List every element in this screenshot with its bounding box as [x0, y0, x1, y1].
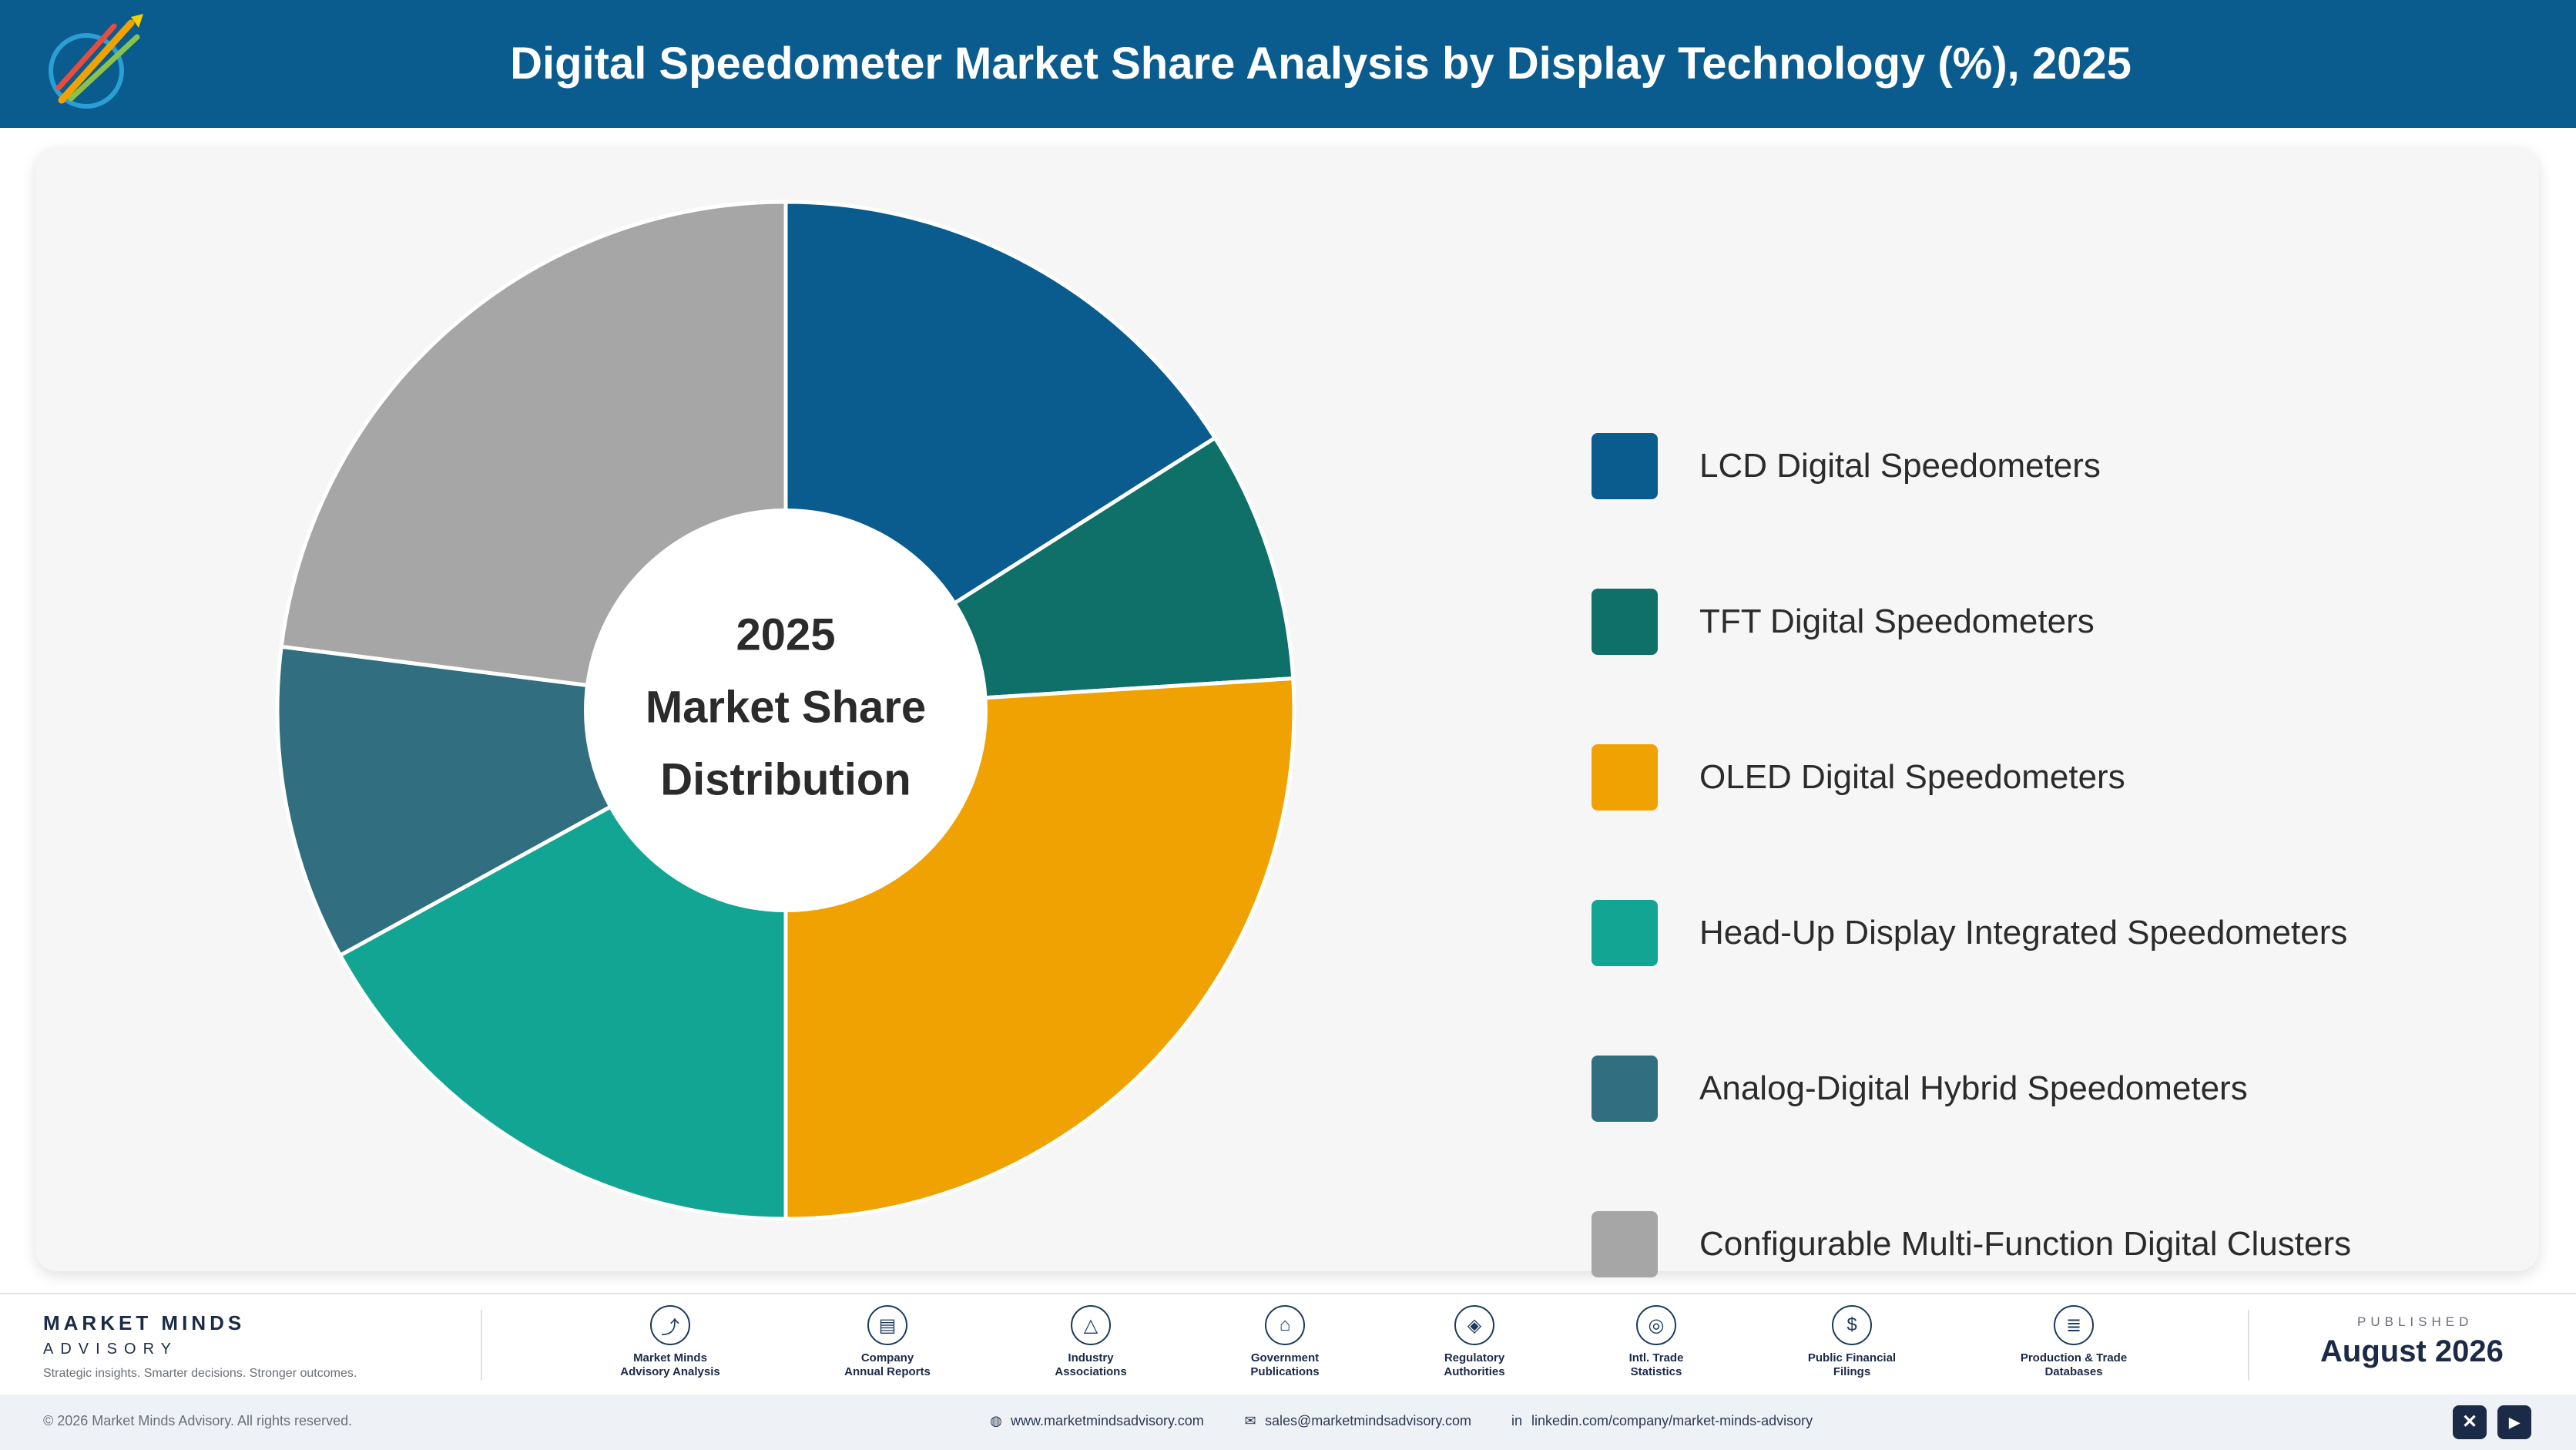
globe-icon: ◍ [990, 1413, 1002, 1428]
database-icon: ≣ [2054, 1305, 2094, 1345]
legend-item[interactable]: Configurable Multi-Function Digital Clus… [1592, 1211, 2516, 1279]
legend-label: TFT Digital Speedometers [1699, 602, 2095, 640]
source-item: $ Public Financial Filings [1783, 1305, 1921, 1379]
legend-item[interactable]: Head-Up Display Integrated Speedometers [1592, 900, 2516, 968]
source-label: Intl. Trade Statistics [1628, 1351, 1684, 1378]
divider [2248, 1310, 2249, 1381]
email-text: sales@marketmindsadvisory.com [1265, 1413, 1472, 1428]
center-label-line: Distribution [660, 754, 911, 804]
trend-line-icon: ⤴ [650, 1305, 690, 1345]
linkedin-icon: in [1511, 1413, 1522, 1428]
legend-label: Head-Up Display Integrated Speedometers [1699, 914, 2348, 952]
center-label-line: 2025 [736, 609, 835, 660]
x-social-icon[interactable]: ✕ [2453, 1405, 2487, 1439]
published-date: August 2026 [2320, 1334, 2504, 1368]
source-label: Market Minds Advisory Analysis [620, 1351, 720, 1378]
shield-icon: ◈ [1454, 1305, 1494, 1345]
page-title: Digital Speedometer Market Share Analysi… [510, 39, 2132, 89]
copyright-text: © 2026 Market Minds Advisory. All rights… [43, 1413, 353, 1428]
network-icon: △ [1071, 1305, 1111, 1345]
website-link[interactable]: ◍ www.marketmindsadvisory.com [988, 1413, 1204, 1429]
pie-chart: 2025 Market Share Distribution [275, 200, 1296, 1221]
legend-swatch [1592, 1056, 1658, 1122]
chart-card: 2025 Market Share Distribution LCD Digital… [35, 146, 2539, 1277]
globe-icon: ◎ [1636, 1305, 1676, 1345]
legend-label: Configurable Multi-Function Digital Clus… [1699, 1225, 2352, 1263]
legend-swatch [1592, 1211, 1658, 1277]
linkedin-text: linkedin.com/company/market-minds-adviso… [1531, 1413, 1813, 1428]
market-minds-logo-icon [49, 14, 143, 109]
source-label: Government Publications [1250, 1351, 1320, 1378]
legend-item[interactable]: OLED Digital Speedometers [1592, 744, 2516, 812]
legend-swatch [1592, 433, 1658, 499]
source-item: ≣ Production & Trade Databases [2004, 1305, 2143, 1379]
header-bar: Digital Speedometer Market Share Analysi… [0, 0, 2576, 128]
source-label: Public Financial Filings [1807, 1351, 1897, 1378]
brand-tagline: Strategic insights. Smarter decisions. S… [43, 1367, 357, 1380]
youtube-icon[interactable]: ▶ [2497, 1405, 2531, 1439]
legend-swatch [1592, 589, 1658, 655]
legend-label: Analog-Digital Hybrid Speedometers [1699, 1069, 2248, 1107]
email-link[interactable]: ✉ sales@marketmindsadvisory.com [1242, 1413, 1471, 1429]
legend-swatch [1592, 744, 1658, 811]
donut-center [584, 509, 988, 912]
source-label: Production & Trade Databases [2020, 1351, 2128, 1378]
legend-item[interactable]: Analog-Digital Hybrid Speedometers [1592, 1056, 2516, 1123]
linkedin-link[interactable]: in linkedin.com/company/market-minds-advi… [1508, 1413, 1813, 1429]
legend-item[interactable]: TFT Digital Speedometers [1592, 589, 2516, 656]
center-label-line: Market Share [646, 682, 926, 732]
source-item: ⌂ Government Publications [1216, 1305, 1354, 1379]
published-caption: PUBLISHED [2357, 1314, 2474, 1329]
source-item: ◈ Regulatory Authorities [1405, 1305, 1544, 1379]
mail-icon: ✉ [1244, 1413, 1256, 1428]
source-label: Industry Associations [1055, 1351, 1127, 1378]
source-item: ◎ Intl. Trade Statistics [1587, 1305, 1726, 1379]
source-label: Company Annual Reports [844, 1351, 931, 1378]
source-item: ⤴ Market Minds Advisory Analysis [601, 1305, 740, 1379]
legend-item[interactable]: LCD Digital Speedometers [1592, 433, 2516, 501]
brand-subtitle: ADVISORY [43, 1341, 178, 1358]
dollar-coin-icon: $ [1832, 1305, 1872, 1345]
brand-name: MARKET MINDS [43, 1311, 246, 1334]
document-icon: ▤ [867, 1305, 907, 1345]
government-building-icon: ⌂ [1265, 1305, 1305, 1345]
source-label: Regulatory Authorities [1444, 1351, 1505, 1378]
bottom-bar: © 2026 Market Minds Advisory. All rights… [0, 1395, 2576, 1450]
source-item: △ Industry Associations [1021, 1305, 1160, 1379]
divider [481, 1310, 482, 1381]
website-text: www.marketmindsadvisory.com [1011, 1413, 1204, 1428]
source-item: ▤ Company Annual Reports [818, 1305, 957, 1379]
footer: MARKET MINDS ADVISORY Strategic insights… [0, 1293, 2576, 1395]
legend-label: OLED Digital Speedometers [1699, 758, 2125, 796]
legend-label: LCD Digital Speedometers [1699, 447, 2101, 485]
legend-swatch [1592, 900, 1658, 966]
